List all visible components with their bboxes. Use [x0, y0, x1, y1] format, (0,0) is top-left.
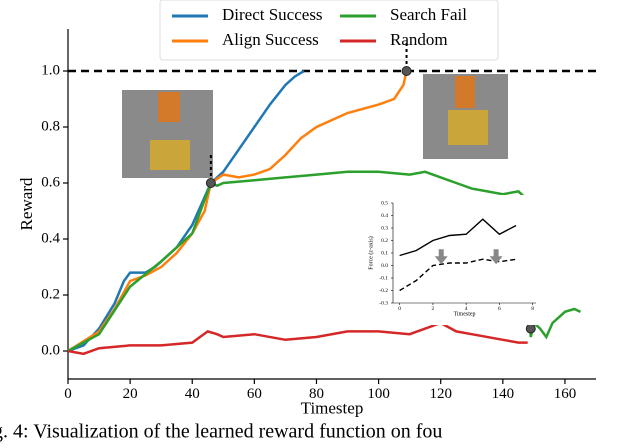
- legend-label: Random: [390, 30, 448, 49]
- series-line: [67, 70, 408, 353]
- robot-image-part: [150, 140, 190, 170]
- x-axis-label: Timestep: [301, 398, 364, 417]
- y-tick-label: 0.4: [41, 230, 60, 246]
- x-tick-label: 8: [531, 306, 534, 312]
- legend-box: [159, 0, 499, 61]
- y-tick-label: 0.6: [41, 174, 60, 190]
- event-marker: [525, 323, 536, 334]
- y-tick-label: 0.5: [381, 200, 388, 206]
- robot-image-part: [448, 110, 488, 145]
- legend-label: Search Fail: [390, 5, 467, 24]
- x-tick-label: 0: [64, 386, 72, 402]
- y-axis-label: Reward: [17, 177, 36, 230]
- x-tick-label: 120: [429, 386, 452, 402]
- y-axis-label: Force (z-axis): [367, 236, 374, 269]
- y-tick-label: -0.1: [379, 275, 388, 281]
- y-tick-label: 0.2: [41, 286, 60, 302]
- y-tick-label: -0.2: [379, 288, 388, 294]
- event-marker: [401, 66, 412, 76]
- series-line: [67, 69, 305, 353]
- x-tick-label: 100: [367, 386, 390, 402]
- y-tick-label: 0.1: [381, 250, 388, 256]
- robot-image-part: [455, 76, 475, 108]
- x-tick-label: 40: [185, 386, 200, 402]
- x-tick-label: 6: [498, 306, 501, 312]
- x-tick-label: 20: [123, 386, 138, 402]
- arrow: [434, 249, 448, 265]
- series-line: [67, 321, 528, 356]
- x-tick-label: 60: [247, 386, 262, 402]
- x-axis-label: Timestep: [453, 312, 475, 318]
- x-tick-label: 140: [492, 386, 515, 402]
- event-marker: [205, 178, 216, 188]
- legend-label: Align Success: [222, 30, 319, 49]
- x-tick-label: 2: [432, 306, 435, 312]
- x-tick-label: 160: [554, 386, 577, 402]
- robot-image-part: [158, 92, 180, 122]
- x-tick-label: 4: [465, 306, 468, 312]
- y-tick-label: 0.2: [381, 238, 388, 244]
- y-tick-label: 0.4: [381, 213, 388, 219]
- y-tick-label: 0.8: [41, 118, 60, 134]
- x-tick-label: 80: [309, 386, 324, 402]
- y-tick-label: -0.3: [379, 300, 388, 306]
- caption: g. 4: Visualization of the learned rewar…: [0, 421, 442, 443]
- y-tick-label: 0.0: [41, 342, 60, 358]
- x-tick-label: 0: [398, 306, 401, 312]
- legend-label: Direct Success: [222, 5, 323, 24]
- series-line: [399, 218, 517, 257]
- y-tick-label: 0.0: [381, 263, 388, 269]
- y-tick-label: 1.0: [41, 62, 60, 78]
- arrow: [489, 249, 503, 265]
- inset-background: [363, 195, 546, 325]
- y-tick-label: 0.3: [381, 225, 388, 231]
